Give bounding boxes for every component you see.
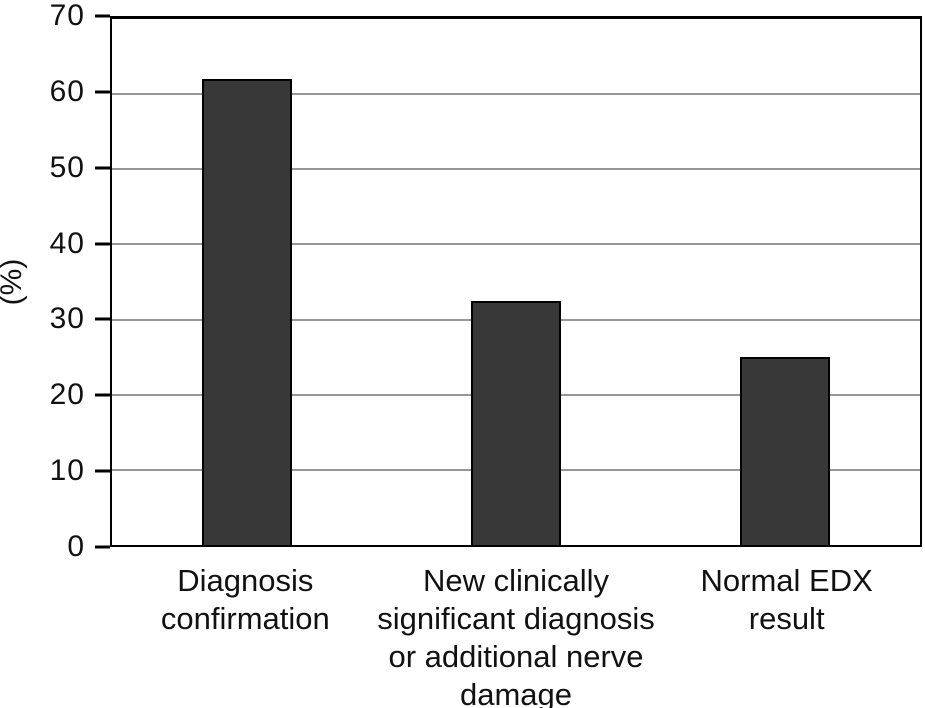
y-axis-tick-50 xyxy=(95,166,110,170)
gridline-40 xyxy=(112,243,920,246)
y-axis-tick-label-40: 40 xyxy=(49,226,85,260)
plot-area xyxy=(110,16,922,547)
y-axis-tick-30 xyxy=(95,317,110,321)
bar-3 xyxy=(740,357,831,545)
x-axis-category-label-1: Diagnosis confirmation xyxy=(160,563,330,636)
x-axis-labels: Diagnosis confirmation New clinically sig… xyxy=(110,562,922,708)
y-axis-title: (%) xyxy=(0,258,28,306)
y-axis-tick-60 xyxy=(95,90,110,94)
bar-2 xyxy=(471,300,561,545)
x-axis-category-label-2: New clinically significant diagnosis or … xyxy=(377,563,655,708)
y-axis-tick-label-30: 30 xyxy=(49,302,85,336)
y-axis-tick-label-0: 0 xyxy=(67,530,85,563)
gridline-50 xyxy=(112,168,920,171)
y-axis-tick-20 xyxy=(95,393,110,397)
y-axis-tick-label-70: 70 xyxy=(49,0,85,32)
gridline-60 xyxy=(112,93,920,96)
y-axis-tick-0 xyxy=(95,545,110,549)
y-axis-tick-10 xyxy=(95,469,110,473)
y-axis-tick-label-20: 20 xyxy=(49,378,85,412)
y-axis-tick-label-60: 60 xyxy=(49,74,85,108)
y-axis-tick-label-10: 10 xyxy=(49,454,85,488)
y-axis-tick-40 xyxy=(95,242,110,246)
x-axis-category-label-3: Normal EDX result xyxy=(700,563,873,636)
bar-1 xyxy=(201,79,292,545)
y-axis-tick-70 xyxy=(95,14,110,18)
y-axis-tick-label-50: 50 xyxy=(49,150,85,184)
